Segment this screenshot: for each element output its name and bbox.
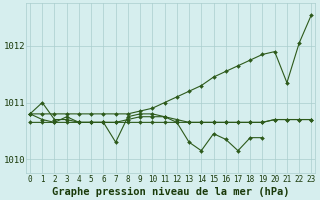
- X-axis label: Graphe pression niveau de la mer (hPa): Graphe pression niveau de la mer (hPa): [52, 186, 290, 197]
